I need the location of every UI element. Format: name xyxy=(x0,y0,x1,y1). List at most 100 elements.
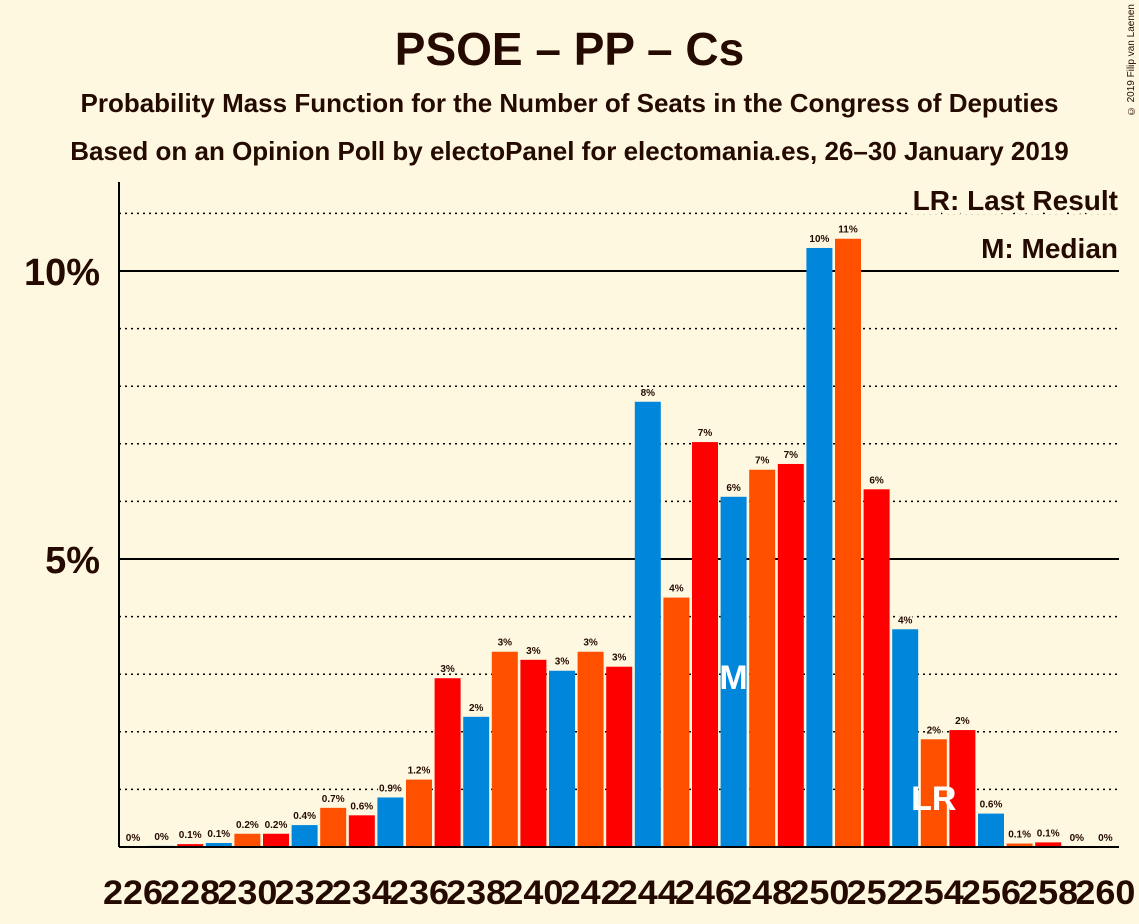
markers: M LR xyxy=(719,659,956,818)
last-result-marker: LR xyxy=(911,780,956,818)
bar-249 xyxy=(777,463,804,847)
bar-value-label-227: 0% xyxy=(154,832,169,843)
bar-250 xyxy=(806,247,833,847)
bar-value-label-252: 6% xyxy=(869,475,884,486)
bar-245 xyxy=(663,597,690,847)
bar-value-label-253: 4% xyxy=(898,615,913,626)
bar-230 xyxy=(234,833,261,847)
bar-value-label-242: 3% xyxy=(583,638,598,649)
x-tick-labels: 2262282302322342362382402422442462482502… xyxy=(103,874,1135,912)
bar-value-label-258: 0.1% xyxy=(1037,828,1060,839)
x-tick-label-248: 248 xyxy=(732,874,792,912)
x-tick-label-250: 250 xyxy=(789,874,849,912)
bar-value-label-231: 0.2% xyxy=(265,820,288,831)
legend-entry-1: LR: Last Result xyxy=(913,185,1118,216)
y-tick-label-5: 5% xyxy=(45,540,100,582)
bar-value-label-260: 0% xyxy=(1098,833,1113,844)
y-tick-label-10: 10% xyxy=(24,252,100,294)
bar-252 xyxy=(863,489,890,847)
bar-237 xyxy=(434,678,461,847)
x-tick-label-238: 238 xyxy=(446,874,506,912)
bar-value-label-248: 7% xyxy=(755,456,770,467)
median-marker: M xyxy=(719,659,747,697)
bar-value-label-240: 3% xyxy=(526,646,541,657)
x-tick-label-232: 232 xyxy=(275,874,335,912)
bar-243 xyxy=(606,666,633,847)
bar-value-labels: 0% 0% 0.1% 0.1% 0.2% 0.2% 0.4% 0.7% 0.6% 0.9% 1.2%… xyxy=(124,223,1114,845)
bar-247 xyxy=(720,496,747,847)
bar-value-label-259: 0% xyxy=(1070,833,1085,844)
bar-246 xyxy=(692,442,718,847)
bar-228 xyxy=(177,844,204,847)
y-tick-labels: 5% 10% xyxy=(24,252,100,582)
bar-value-label-233: 0.7% xyxy=(322,794,345,805)
bar-256 xyxy=(978,813,1004,847)
bar-231 xyxy=(263,833,289,847)
x-tick-label-256: 256 xyxy=(961,874,1021,912)
x-tick-label-242: 242 xyxy=(561,874,621,912)
bar-235 xyxy=(377,797,404,847)
x-tick-label-258: 258 xyxy=(1018,874,1078,912)
bar-242 xyxy=(577,651,604,847)
bar-255 xyxy=(949,730,976,847)
bar-value-label-249: 7% xyxy=(784,450,799,461)
bar-232 xyxy=(291,825,318,847)
bar-253 xyxy=(892,629,919,847)
chart-source-line: Based on an Opinion Poll by electoPanel … xyxy=(70,136,1069,166)
bar-value-label-247: 6% xyxy=(726,483,741,494)
bar-value-label-235: 0.9% xyxy=(379,783,402,794)
bar-value-label-255: 2% xyxy=(955,716,970,727)
bar-value-label-250: 10% xyxy=(809,234,829,245)
bar-value-label-230: 0.2% xyxy=(236,820,259,831)
x-tick-label-240: 240 xyxy=(503,874,563,912)
bar-value-label-237: 3% xyxy=(440,664,455,675)
bar-239 xyxy=(491,651,518,847)
bar-241 xyxy=(549,670,575,847)
x-tick-label-246: 246 xyxy=(675,874,735,912)
bar-240 xyxy=(520,659,547,847)
legend: LR: Last Result M: Median xyxy=(909,181,1122,268)
bar-value-label-228: 0.1% xyxy=(179,830,202,841)
bar-value-label-245: 4% xyxy=(669,584,684,595)
bar-251 xyxy=(835,238,861,847)
bar-233 xyxy=(320,807,347,847)
bar-238 xyxy=(463,716,490,847)
bar-value-label-251: 11% xyxy=(838,225,858,236)
axes xyxy=(118,182,1119,848)
legend-entry-2: M: Median xyxy=(981,233,1118,264)
x-tick-label-226: 226 xyxy=(103,874,163,912)
bar-234 xyxy=(348,815,375,847)
bar-236 xyxy=(406,779,432,847)
chart-title: PSOE – PP – Cs xyxy=(394,23,745,75)
x-tick-label-230: 230 xyxy=(217,874,277,912)
bar-229 xyxy=(205,842,232,847)
x-tick-label-234: 234 xyxy=(332,874,392,912)
bar-244 xyxy=(634,401,661,847)
bar-257 xyxy=(1006,843,1033,847)
bar-value-label-226: 0% xyxy=(126,833,141,844)
x-tick-label-236: 236 xyxy=(389,874,449,912)
bar-value-label-229: 0.1% xyxy=(207,829,230,840)
bar-value-label-256: 0.6% xyxy=(980,800,1003,811)
x-tick-label-260: 260 xyxy=(1075,874,1135,912)
bar-value-label-234: 0.6% xyxy=(350,801,373,812)
bar-value-label-244: 8% xyxy=(641,388,656,399)
bar-value-label-254: 2% xyxy=(927,725,942,736)
bar-series xyxy=(148,238,1062,847)
bar-value-label-232: 0.4% xyxy=(293,811,316,822)
bar-value-label-236: 1.2% xyxy=(408,766,431,777)
bar-258 xyxy=(1035,842,1062,847)
bar-value-label-241: 3% xyxy=(555,657,570,668)
bar-value-label-239: 3% xyxy=(498,638,513,649)
bar-value-label-243: 3% xyxy=(612,653,627,664)
x-tick-label-244: 244 xyxy=(618,874,678,912)
bar-248 xyxy=(749,469,776,847)
chart-subtitle: Probability Mass Function for the Number… xyxy=(80,88,1059,118)
x-tick-label-252: 252 xyxy=(847,874,907,912)
bar-value-label-238: 2% xyxy=(469,703,484,714)
bar-254 xyxy=(920,739,947,847)
x-tick-label-254: 254 xyxy=(904,874,964,912)
bar-value-label-246: 7% xyxy=(698,428,713,439)
x-tick-label-228: 228 xyxy=(160,874,220,912)
